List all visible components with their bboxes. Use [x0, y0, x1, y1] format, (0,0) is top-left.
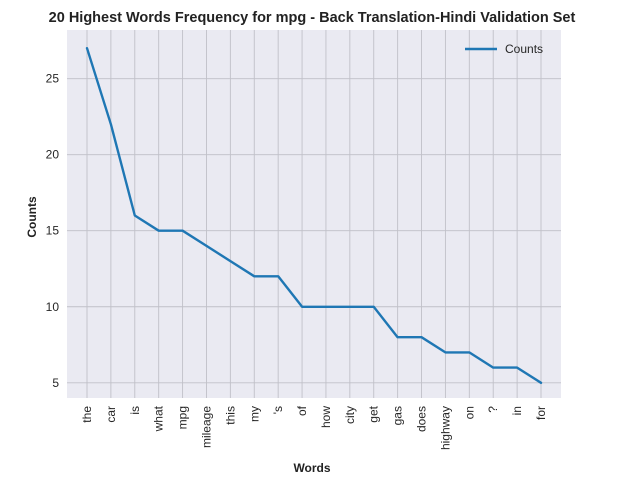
series-line-counts	[85, 47, 543, 384]
legend: Counts	[465, 42, 543, 56]
x-tick-label: for	[534, 406, 548, 420]
x-tick-label: this	[223, 406, 237, 425]
legend-label-counts: Counts	[505, 42, 543, 56]
x-tick-label: the	[80, 406, 94, 423]
x-tick-label: highway	[438, 406, 452, 450]
x-tick-label: does	[415, 406, 429, 432]
x-axis-label: Words	[293, 461, 330, 475]
x-tick-label: how	[319, 406, 333, 428]
x-tick-label: mileage	[199, 406, 213, 448]
x-tick-label: on	[462, 406, 476, 419]
y-tick-labels: 5 10 15 20 25	[46, 72, 60, 390]
y-tick-label: 25	[46, 72, 60, 86]
x-tick-label: my	[247, 406, 261, 422]
x-tick-label: city	[343, 406, 357, 424]
x-tick-label: mpg	[176, 406, 190, 429]
x-tick-label: in	[510, 406, 524, 415]
y-axis-label: Counts	[25, 196, 39, 238]
y-tick-label: 15	[46, 224, 60, 238]
y-tick-label: 10	[46, 300, 60, 314]
x-tick-label: what	[152, 405, 166, 432]
x-tick-label: ?	[486, 406, 500, 413]
x-tick-label: gas	[391, 406, 405, 425]
plot-area	[67, 30, 561, 398]
x-tick-label: 's	[271, 406, 285, 414]
x-tick-label: car	[104, 406, 118, 423]
x-tick-label: get	[367, 405, 381, 422]
x-tick-labels: the car is what mpg mileage this my's of how city g…	[80, 405, 548, 450]
series-layer	[85, 47, 543, 384]
y-tick-label: 20	[46, 148, 60, 162]
chart-title: 20 Highest Words Frequency for mpg - Bac…	[49, 10, 576, 26]
x-tick-label: of	[295, 405, 309, 416]
x-tick-label: is	[128, 406, 142, 415]
y-tick-label: 5	[52, 376, 59, 390]
